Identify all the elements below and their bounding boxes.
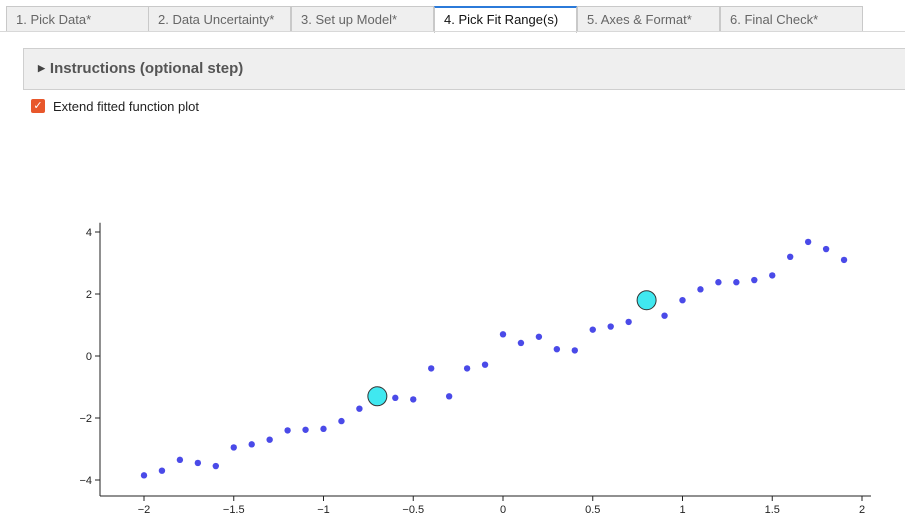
data-point [804, 238, 812, 246]
x-tick-label: 1.5 [765, 504, 780, 516]
data-point [266, 436, 273, 443]
tab-baseline [0, 31, 905, 32]
data-point [356, 405, 363, 412]
data-point [410, 396, 417, 403]
x-tick-label: 2 [859, 504, 865, 516]
y-tick-label: 0 [86, 351, 92, 363]
axes: −2 −1.5 −1 −0.5 0 0.5 1 1.5 2 −4 −2 0 2 4 [79, 222, 871, 516]
data-point [535, 333, 543, 340]
x-tick-label: 0.5 [585, 504, 600, 516]
data-point [230, 444, 237, 451]
data-point [840, 256, 848, 264]
y-tick-label: 2 [86, 289, 92, 301]
data-point [517, 339, 525, 347]
data-point [589, 326, 596, 333]
data-point [625, 318, 632, 326]
fit-range-handle[interactable] [367, 386, 388, 407]
data-point [302, 426, 309, 433]
data-point [733, 279, 740, 286]
tab-set-up-model[interactable]: 3. Set up Model* [291, 6, 434, 31]
data-point [248, 441, 255, 448]
x-tick-label: 0 [500, 504, 506, 516]
data-point [158, 467, 166, 474]
data-point [499, 331, 507, 338]
extend-fit-label[interactable]: Extend fitted function plot [53, 99, 199, 114]
fit-range-handles[interactable] [367, 290, 657, 407]
data-point [822, 245, 830, 253]
data-point [445, 393, 453, 400]
data-points [140, 238, 848, 479]
data-point [212, 462, 219, 470]
tab-axes-format[interactable]: 5. Axes & Format* [577, 6, 720, 31]
data-point [284, 427, 291, 434]
data-point [751, 276, 758, 284]
data-point [607, 323, 614, 330]
data-point [571, 347, 578, 354]
y-tick-label: −2 [79, 413, 92, 425]
data-point [392, 394, 399, 402]
fit-range-handle[interactable] [636, 290, 657, 311]
tab-final-check[interactable]: 6. Final Check* [720, 6, 863, 31]
data-point [553, 345, 561, 353]
data-point [338, 417, 345, 425]
checkmark-icon: ✓ [33, 100, 43, 112]
x-tick-label: −2 [138, 504, 151, 516]
instructions-label: Instructions (optional step) [49, 60, 244, 77]
y-tick-label: −4 [79, 475, 92, 487]
caret-right-icon: ▶ [38, 63, 45, 73]
data-point [320, 425, 327, 433]
instructions-toggle[interactable]: ▶ Instructions (optional step) [23, 48, 905, 90]
x-tick-label: −0.5 [402, 504, 424, 516]
data-point [787, 253, 794, 260]
data-point [194, 459, 202, 467]
extend-fit-checkbox[interactable]: ✓ [31, 99, 45, 113]
data-point [140, 472, 148, 479]
tab-bar: 1. Pick Data* 2. Data Uncertainty* 3. Se… [0, 0, 905, 33]
x-tick-label: 1 [679, 504, 685, 516]
y-tick-label: 4 [86, 227, 92, 239]
data-point [428, 365, 435, 372]
data-point [463, 365, 471, 372]
x-tick-label: −1 [317, 504, 330, 516]
data-point [715, 279, 722, 286]
data-point [679, 297, 686, 304]
tab-pick-fit-ranges[interactable]: 4. Pick Fit Range(s) [434, 6, 577, 33]
tab-pick-data[interactable]: 1. Pick Data* [6, 6, 149, 31]
data-point [697, 286, 704, 293]
tab-data-uncertainty[interactable]: 2. Data Uncertainty* [148, 6, 291, 31]
data-point [661, 312, 668, 319]
data-point [481, 361, 489, 368]
data-point [176, 456, 184, 464]
x-tick-label: −1.5 [223, 504, 245, 516]
data-point [769, 272, 776, 279]
